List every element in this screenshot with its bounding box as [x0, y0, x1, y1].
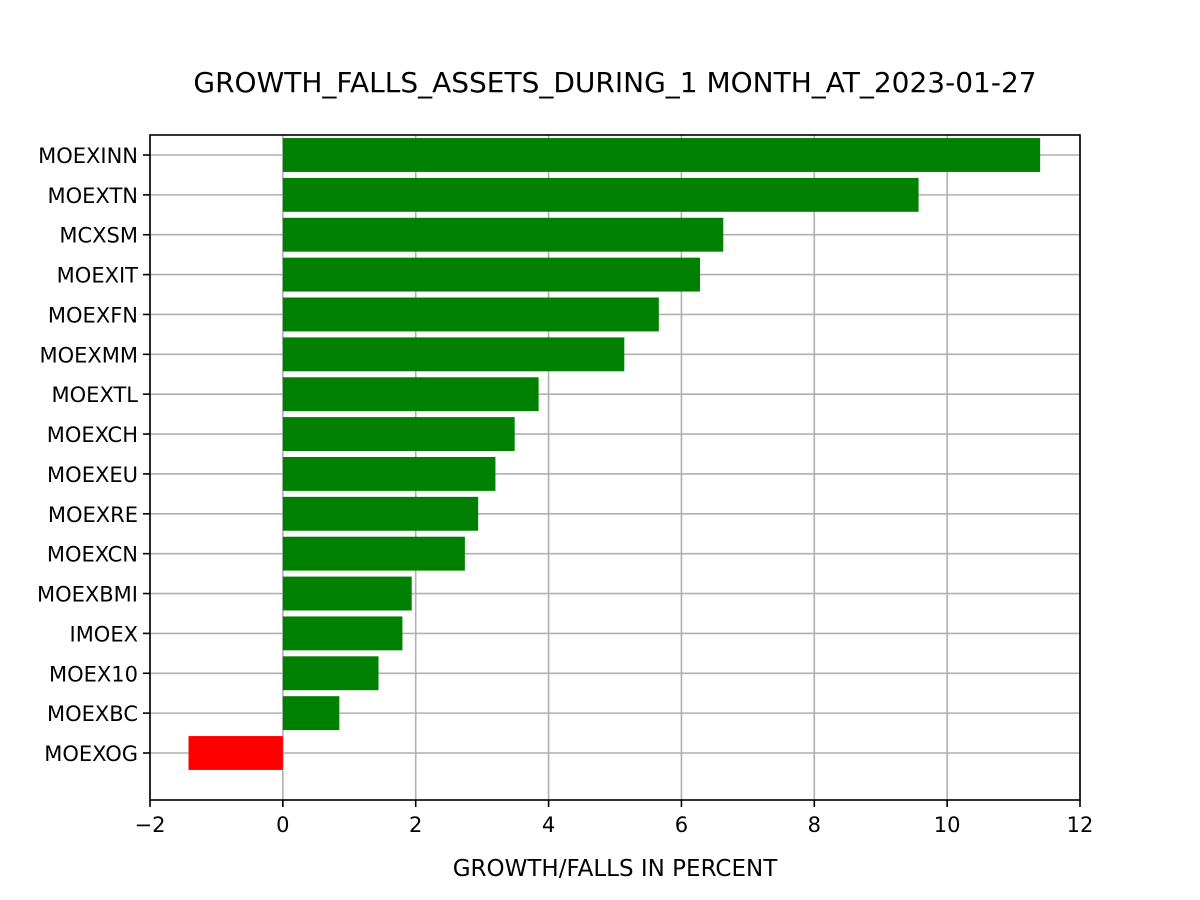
y-tick-label: MOEXCH	[47, 423, 138, 447]
bar-moextn	[282, 177, 919, 212]
y-tick-label: MOEXEU	[47, 463, 138, 487]
x-tick-label: 6	[675, 813, 688, 837]
x-tick-label: 10	[934, 813, 961, 837]
bar-moexbc	[282, 696, 340, 731]
bar-moexcn	[282, 536, 465, 571]
y-axis-ticks: MOEXINN MOEXTN MCXSM MOEXIT MOEXFN MOEXMM MOEX…	[37, 144, 150, 766]
bars	[188, 138, 1041, 770]
bar-moexbmi	[282, 576, 412, 611]
y-tick-label: MOEXRE	[48, 503, 138, 527]
plot-frame	[149, 134, 1081, 801]
bar-mcxsm	[282, 217, 724, 252]
y-tick-label: MOEX10	[49, 662, 138, 686]
x-tick-label: −2	[135, 813, 166, 837]
y-tick-label: MOEXBC	[47, 702, 138, 726]
x-tick-label: 4	[542, 813, 555, 837]
bar-moexeu	[282, 456, 496, 491]
bar-moex10	[282, 656, 379, 691]
x-tick-label: 2	[409, 813, 422, 837]
bar-imoex	[282, 616, 403, 651]
x-tick-label: 8	[808, 813, 821, 837]
y-tick-label: MOEXTL	[52, 383, 139, 407]
x-axis-ticks: −2 0 2 4 6 8 10 12	[135, 800, 1094, 837]
bar-moexre	[282, 496, 479, 531]
y-tick-label: MOEXBMI	[37, 583, 138, 607]
y-tick-label: MOEXFN	[48, 303, 138, 327]
x-tick-label: 0	[276, 813, 289, 837]
y-tick-label: MOEXMM	[39, 343, 138, 367]
y-tick-label: MOEXINN	[38, 144, 138, 168]
y-tick-label: IMOEX	[70, 622, 139, 646]
y-tick-label: MOEXIT	[57, 264, 138, 288]
x-axis-label: GROWTH/FALLS IN PERCENT	[453, 856, 778, 882]
y-tick-label: MCXSM	[59, 224, 138, 248]
bar-moexog	[188, 736, 283, 770]
y-tick-label: MOEXOG	[44, 742, 138, 766]
y-tick-label: MOEXTN	[48, 184, 138, 208]
bar-moexit	[282, 257, 701, 292]
bar-moextl	[282, 377, 539, 412]
bar-moexmm	[282, 337, 625, 372]
x-tick-label: 12	[1067, 813, 1094, 837]
bar-moexinn	[282, 138, 1041, 172]
chart-title: GROWTH_FALLS_ASSETS_DURING_1 MONTH_AT_20…	[193, 66, 1036, 99]
y-tick-label: MOEXCN	[47, 543, 138, 567]
bar-moexfn	[282, 297, 659, 332]
bar-moexch	[282, 417, 515, 452]
